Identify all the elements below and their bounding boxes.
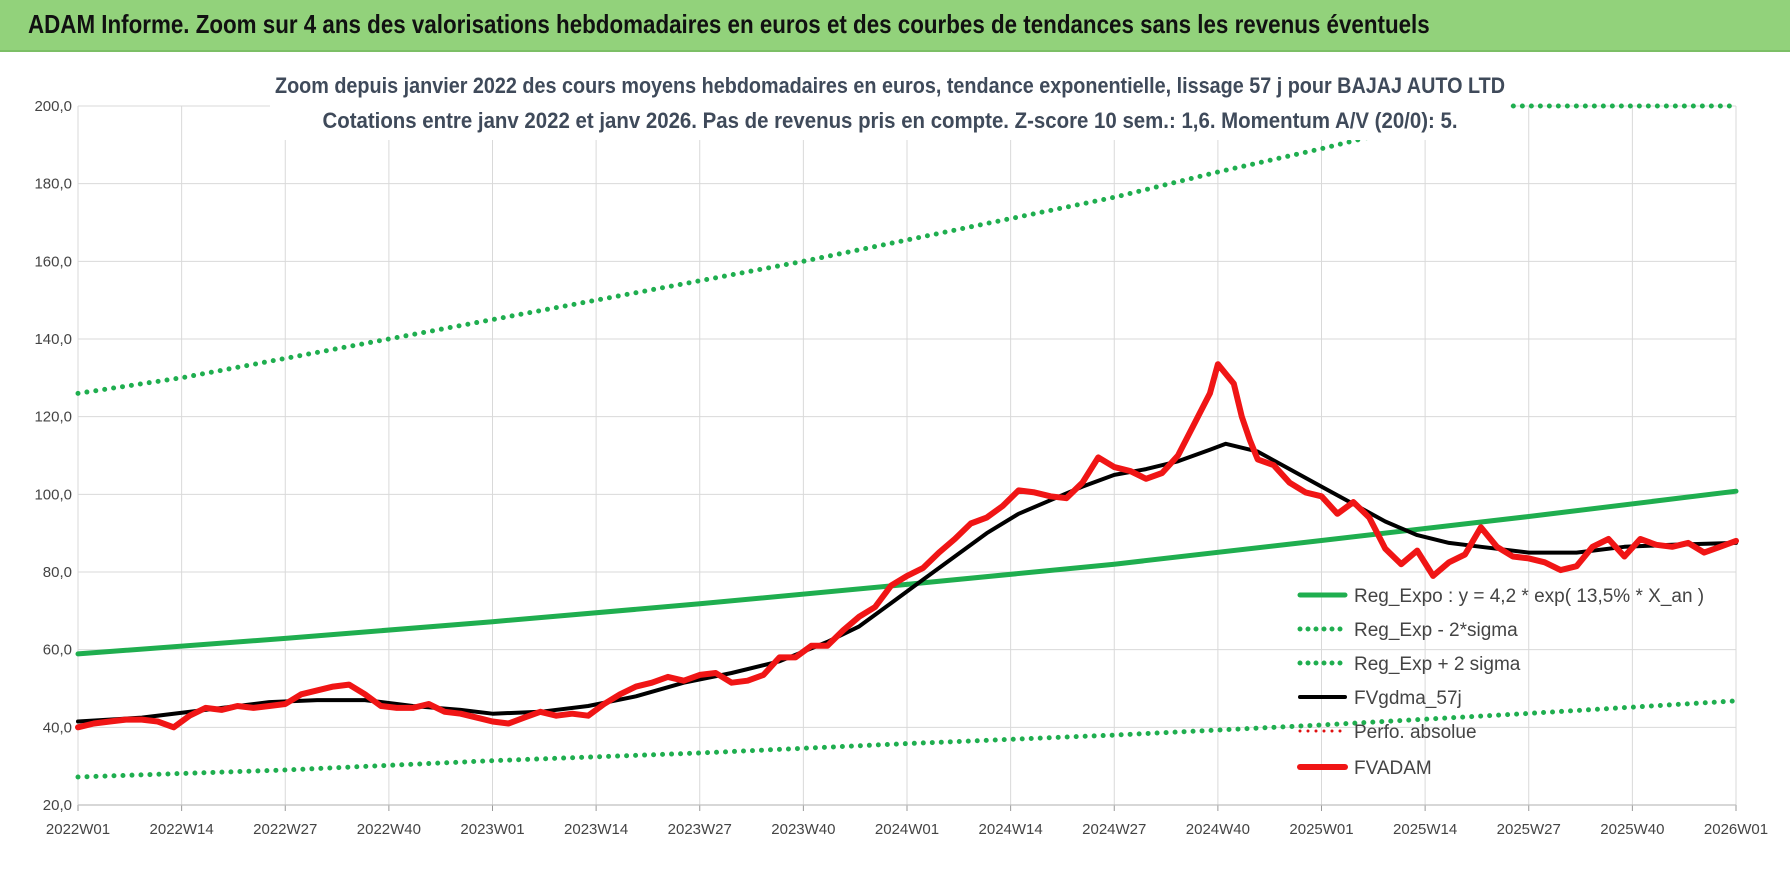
chart-subtitle-line-1: Zoom depuis janvier 2022 des cours moyen…: [275, 73, 1505, 98]
y-tick-label: 200,0: [34, 98, 72, 115]
series-line-0: [75, 488, 1739, 657]
legend-label-2: Reg_Exp + 2 sigma: [1354, 654, 1521, 675]
series-line-2: [75, 103, 1739, 396]
header-title: ADAM Informe. Zoom sur 4 ans des valoris…: [28, 9, 1430, 39]
series-line-5: [75, 361, 1739, 731]
x-tick-label: 2025W27: [1497, 821, 1561, 838]
x-tick-label: 2024W27: [1082, 821, 1146, 838]
y-tick-label: 180,0: [34, 176, 72, 193]
x-tick-label: 2023W14: [564, 821, 628, 838]
x-tick-label: 2022W40: [357, 821, 421, 838]
x-tick-label: 2024W01: [875, 821, 939, 838]
series-line-1: [75, 698, 1739, 780]
y-tick-label: 40,0: [43, 719, 72, 736]
x-tick-label: 2024W40: [1186, 821, 1250, 838]
x-tick-label: 2022W14: [150, 821, 214, 838]
x-tick-label: 2023W40: [771, 821, 835, 838]
x-tick-label: 2026W01: [1704, 821, 1768, 838]
legend-label-4: Perfo. absolue: [1354, 722, 1477, 743]
x-tick-label: 2022W27: [253, 821, 317, 838]
x-tick-label: 2022W01: [46, 821, 110, 838]
y-tick-label: 80,0: [43, 564, 72, 581]
x-tick-label: 2025W01: [1289, 821, 1353, 838]
x-tick-label: 2025W14: [1393, 821, 1457, 838]
x-tick-label: 2025W40: [1600, 821, 1664, 838]
x-tick-label: 2023W01: [460, 821, 524, 838]
header-bar: ADAM Informe. Zoom sur 4 ans des valoris…: [0, 0, 1790, 52]
y-tick-label: 140,0: [34, 331, 72, 348]
subtitle-backdrop: [270, 68, 1510, 140]
y-tick-label: 120,0: [34, 409, 72, 426]
legend: Reg_Expo : y = 4,2 * exp( 13,5% * X_an )…: [1297, 586, 1704, 779]
legend-label-0: Reg_Expo : y = 4,2 * exp( 13,5% * X_an ): [1354, 586, 1704, 607]
series-line-3: [76, 441, 1738, 724]
y-tick-label: 100,0: [34, 486, 72, 503]
x-tick-label: 2023W27: [668, 821, 732, 838]
series-layer: [75, 103, 1739, 780]
legend-label-5: FVADAM: [1354, 758, 1432, 779]
legend-label-3: FVgdma_57j: [1354, 688, 1462, 709]
y-tick-label: 60,0: [43, 642, 72, 659]
y-tick-label: 20,0: [43, 797, 72, 814]
chart-subtitle-line-2: Cotations entre janv 2022 et janv 2026. …: [323, 108, 1458, 133]
y-tick-label: 160,0: [34, 253, 72, 270]
axes: 20,0 40,0 60,0 80,0 100,0 120,0 140,0 160,0 180,…: [34, 98, 1768, 838]
chart-titles: Zoom depuis janvier 2022 des cours moyen…: [270, 68, 1510, 140]
grid: [77, 105, 1737, 806]
legend-label-1: Reg_Exp - 2*sigma: [1354, 620, 1518, 641]
x-tick-label: 2024W14: [979, 821, 1043, 838]
